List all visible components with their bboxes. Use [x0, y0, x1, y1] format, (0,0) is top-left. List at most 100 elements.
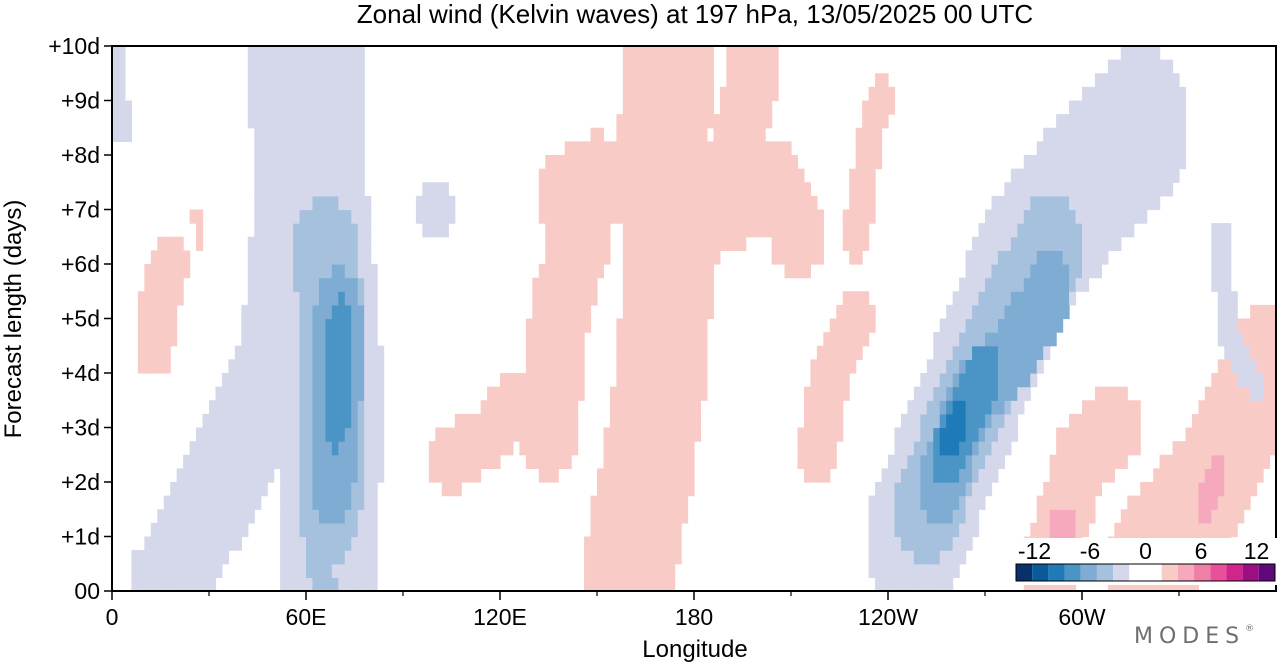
contour-cell: [202, 550, 210, 565]
contour-cell: [1101, 168, 1109, 183]
contour-cell: [590, 509, 598, 524]
contour-cell: [952, 509, 960, 524]
contour-cell: [784, 264, 792, 279]
contour-cell: [706, 59, 714, 74]
contour-cell: [972, 427, 980, 442]
contour-cell: [655, 332, 663, 347]
contour-cell: [448, 195, 456, 211]
contour-cell: [325, 73, 333, 88]
contour-cell: [1237, 413, 1245, 429]
contour-cell: [157, 304, 165, 320]
contour-cell: [1179, 127, 1187, 142]
contour-cell: [881, 577, 889, 592]
contour-cell: [991, 345, 999, 360]
contour-cell: [655, 59, 663, 74]
contour-cell: [635, 141, 643, 156]
contour-cell: [1010, 236, 1018, 251]
contour-cell: [189, 495, 197, 510]
contour-cell: [732, 195, 740, 211]
contour-cell: [900, 550, 908, 565]
contour-cell: [700, 86, 708, 102]
contour-cell: [803, 386, 811, 401]
contour-cell: [344, 100, 352, 115]
contour-cell: [306, 386, 314, 401]
contour-cell: [1153, 86, 1161, 102]
contour-cell: [441, 223, 449, 238]
contour-cell: [1256, 345, 1264, 360]
contour-cell: [1010, 223, 1018, 238]
contour-cell: [435, 195, 443, 211]
contour-cell: [752, 127, 760, 142]
contour-cell: [1107, 155, 1115, 170]
contour-cell: [855, 209, 863, 224]
contour-cell: [364, 563, 372, 578]
contour-cell: [1075, 168, 1083, 183]
contour-cell: [603, 223, 611, 238]
contour-cell: [1256, 373, 1264, 388]
contour-cell: [312, 536, 320, 551]
contour-cell: [920, 563, 928, 578]
contour-cell: [357, 332, 365, 347]
contour-cell: [170, 550, 178, 565]
contour-cell: [946, 400, 954, 415]
contour-cell: [325, 209, 333, 224]
contour-cell: [752, 195, 760, 211]
contour-cell: [1204, 386, 1212, 401]
contour-cell: [299, 400, 307, 415]
contour-cell: [344, 332, 352, 347]
contour-cell: [267, 100, 275, 115]
contour-cell: [648, 332, 656, 347]
contour-cell: [202, 495, 210, 510]
contour-cell: [1250, 400, 1258, 415]
contour-cell: [609, 468, 617, 483]
contour-cell: [318, 141, 326, 156]
contour-cell: [1217, 223, 1225, 238]
contour-cell: [209, 550, 217, 565]
contour-cell: [196, 482, 204, 497]
contour-cell: [706, 264, 714, 279]
contour-cell: [635, 400, 643, 415]
contour-cell: [306, 59, 314, 74]
contour-cell: [1017, 236, 1025, 251]
contour-cell: [1023, 291, 1031, 306]
contour-cell: [609, 454, 617, 469]
contour-cell: [803, 209, 811, 224]
contour-cell: [1030, 236, 1038, 251]
contour-cell: [648, 127, 656, 142]
contour-cell: [816, 454, 824, 469]
contour-cell: [1198, 400, 1206, 415]
contour-cell: [926, 359, 934, 374]
contour-cell: [1256, 318, 1264, 333]
contour-cell: [616, 413, 624, 429]
contour-cell: [1075, 482, 1083, 497]
contour-cell: [991, 400, 999, 415]
contour-cell: [306, 332, 314, 347]
contour-cell: [985, 345, 993, 360]
contour-cell: [972, 345, 980, 360]
contour-cell: [1004, 345, 1012, 360]
contour-cell: [959, 427, 967, 442]
contour-cell: [577, 359, 585, 374]
contour-cell: [791, 236, 799, 251]
contour-cell: [318, 236, 326, 251]
colorbar-swatch: [1080, 564, 1097, 581]
contour-cell: [1010, 168, 1018, 183]
contour-cell: [1036, 155, 1044, 170]
contour-cell: [260, 209, 268, 224]
colorbar-swatch: [1194, 564, 1211, 581]
contour-cell: [803, 195, 811, 211]
contour-cell: [584, 141, 592, 156]
contour-cell: [571, 345, 579, 360]
contour-cell: [668, 264, 676, 279]
contour-cell: [991, 454, 999, 469]
contour-cell: [422, 195, 430, 211]
contour-cell: [642, 386, 650, 401]
contour-cell: [726, 168, 734, 183]
contour-cell: [163, 304, 171, 320]
contour-cell: [668, 223, 676, 238]
contour-cell: [441, 482, 449, 497]
contour-cell: [655, 195, 663, 211]
contour-cell: [577, 182, 585, 197]
contour-cell: [648, 304, 656, 320]
contour-cell: [681, 264, 689, 279]
